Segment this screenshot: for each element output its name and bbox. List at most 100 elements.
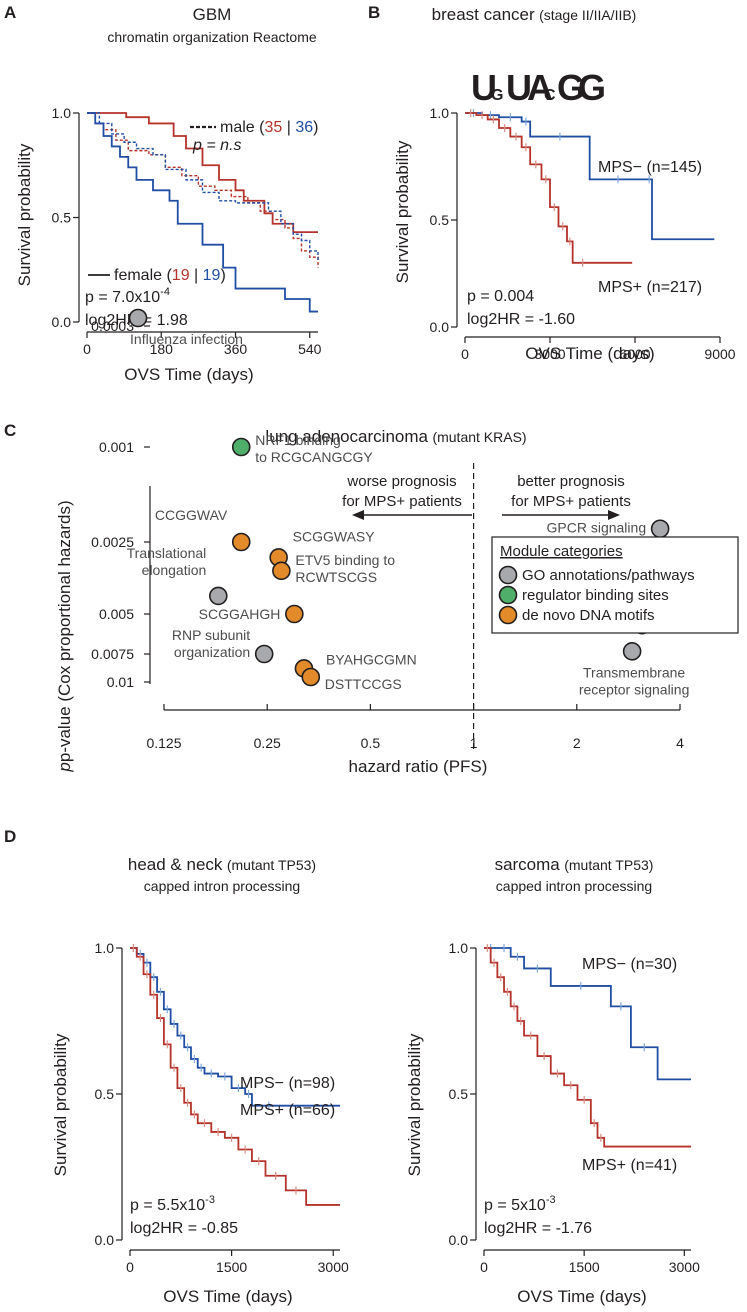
km-curve-0 <box>130 947 340 1107</box>
legend-items: GO annotations/pathways regulator binding… <box>498 565 695 625</box>
panel-b-pvalue: p = 0.004 <box>467 288 534 305</box>
point-label: BYAHGCGMN <box>326 651 417 667</box>
worse-prognosis-line2: for MPS+ patients <box>342 493 462 510</box>
mps-plus-label-dr: MPS+ (n=41) <box>582 1157 677 1174</box>
y-tick-label: 1.0 <box>95 940 115 956</box>
x-tick-label: 0 <box>83 341 91 357</box>
motif-letter: G <box>578 67 606 108</box>
scatter-point <box>622 642 642 661</box>
panel-a-xlabel: OVS Time (days) <box>124 365 253 384</box>
male-p: p = n.s <box>192 137 241 154</box>
panel-c-title: lung adenocarcinoma (mutant KRAS) <box>265 427 526 446</box>
x-tick-label: 3000 <box>669 1259 700 1275</box>
panel-d-letter: D <box>4 827 16 846</box>
scatter-point <box>301 667 321 687</box>
point-label: NRF1 binding <box>255 432 341 448</box>
scatter-point <box>208 586 228 606</box>
female-legend: female (19 | 19) <box>114 267 226 284</box>
panel-d-right-pvalue: p = 5x10-3 <box>484 1194 556 1214</box>
point-label: Influenza infection <box>130 331 243 347</box>
panel-b-log2hr: log2HR = -1.60 <box>467 311 575 328</box>
scatter-point <box>128 308 148 328</box>
legend-label: GO annotations/pathways <box>522 567 695 584</box>
y-tick-label: 1.0 <box>449 940 469 956</box>
worse-prognosis-line1: worse prognosis <box>346 473 456 490</box>
legend-swatch <box>498 565 518 585</box>
panel-a-title: GBM <box>193 5 232 24</box>
x-tick-label: 180 <box>150 341 174 357</box>
point-label: ETV5 binding to <box>295 552 395 568</box>
motif-letter: G <box>557 67 585 108</box>
x-tick-label: 1500 <box>216 1259 247 1275</box>
x-tick-label: 360 <box>224 341 248 357</box>
panel-d-left-title: head & neck (mutant TP53) <box>128 855 316 874</box>
y-tick-label: 0.0 <box>430 319 450 335</box>
panel-a-ylabel: Survival probability <box>15 143 34 286</box>
panel-d-left-plot: 0.0 0.5 1.0 0 1500 3000 <box>95 940 349 1275</box>
panel-d-right-title: sarcoma (mutant TP53) <box>495 855 654 874</box>
y-tick-label: 1.0 <box>52 105 72 121</box>
km-curve-1 <box>130 947 340 1206</box>
motif-letter: A <box>527 67 553 108</box>
y-tick-label: 0.5 <box>430 212 450 228</box>
better-arrow-head <box>608 510 620 520</box>
male-legend: male (35 | 36) <box>220 119 318 136</box>
panel-d-left-xlabel: OVS Time (days) <box>163 1287 292 1306</box>
panel-c-letter: C <box>4 421 16 440</box>
panel-a-plot: 0.0 0.5 1.0 0 180 360 540 <box>52 105 322 357</box>
panel-a-subtitle: chromatin organization Reactome <box>107 29 317 45</box>
y-tick-label: 0.0 <box>449 1232 469 1248</box>
point-label: to RCGCANGCGY <box>255 449 373 465</box>
legend-label: regulator binding sites <box>522 587 669 604</box>
mps-minus-label-b: MPS− (n=145) <box>598 159 702 176</box>
y-tick-label: 0.0003 <box>91 318 134 334</box>
km-curve-1 <box>484 947 691 1148</box>
point-label: DSTTCCGS <box>325 676 402 692</box>
x-tick-label: 3000 <box>534 346 565 362</box>
mps-minus-label-dr: MPS− (n=30) <box>582 956 677 973</box>
point-label: SCGGWASY <box>293 528 376 544</box>
x-tick-label: 0 <box>461 346 469 362</box>
x-tick-label: 0 <box>480 1259 488 1275</box>
km-curve-3 <box>87 112 318 313</box>
mps-plus-label-dl: MPS+ (n=66) <box>240 1102 335 1119</box>
y-tick-label: 0.0 <box>95 1232 115 1248</box>
point-label: RNP subunit <box>172 627 250 643</box>
motif-letter: U <box>506 67 532 108</box>
panel-d-right-ylabel: Survival probability <box>405 1033 424 1176</box>
panel-d-left-log2hr: log2HR = -0.85 <box>130 1220 238 1237</box>
panel-b-xlabel: OVS Time (days) <box>525 344 654 363</box>
x-tick-label: 4 <box>676 735 684 751</box>
y-tick-label: 0.005 <box>99 606 134 622</box>
legend-swatch <box>498 585 518 605</box>
x-tick-label: 2 <box>573 735 581 751</box>
x-tick-label: 0.125 <box>146 735 181 751</box>
y-tick-label: 1.0 <box>430 105 450 121</box>
point-label: receptor signaling <box>579 681 690 697</box>
mps-plus-label-b: MPS+ (n=217) <box>598 279 702 296</box>
point-label: Transmembrane <box>583 664 685 680</box>
panel-d-left-subtitle: capped intron processing <box>144 878 300 894</box>
panel-b-ylabel: Survival probability <box>393 140 412 283</box>
legend-box <box>491 536 739 634</box>
y-tick-label: 0.5 <box>52 210 72 226</box>
point-label: elongation <box>142 562 207 578</box>
x-tick-label: 0.25 <box>254 735 281 751</box>
y-tick-label: 0.5 <box>449 1086 469 1102</box>
legend-label: de novo DNA motifs <box>522 607 655 624</box>
x-tick-label: 1500 <box>569 1259 600 1275</box>
point-label: organization <box>174 644 250 660</box>
panel-b-letter: B <box>368 3 380 22</box>
y-tick-label: 0.01 <box>107 674 134 690</box>
x-tick-label: 540 <box>298 341 322 357</box>
legend-swatch <box>498 605 518 625</box>
panel-b-plot: 0.0 0.5 1.0 0 3000 6000 9000 <box>430 105 736 362</box>
panel-a-pvalue: p = 7.0x10-4 <box>85 286 170 306</box>
x-tick-label: 0.5 <box>361 735 381 751</box>
motif-logo: UG UAC GG <box>471 67 606 108</box>
legend-title: Module categories <box>500 543 623 560</box>
scatter-point <box>254 644 274 664</box>
point-label: CCGGWAV <box>155 507 228 523</box>
point-label: SCGGAHGH <box>199 606 281 622</box>
